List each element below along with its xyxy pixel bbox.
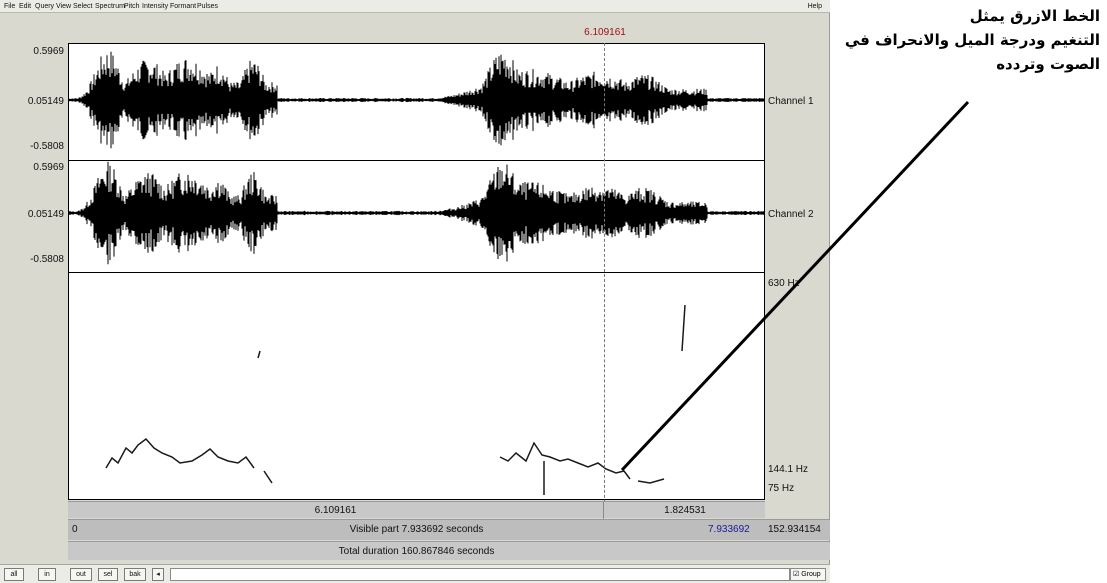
channel-2-waveform bbox=[68, 161, 765, 265]
sound-editor-window: File Edit Query View Select Spectrum Pit… bbox=[0, 0, 830, 583]
menu-bar: File Edit Query View Select Spectrum Pit… bbox=[0, 0, 830, 13]
visible-total-end: 152.934154 bbox=[768, 524, 821, 535]
pitch-mid-label: 144.1 Hz bbox=[768, 464, 809, 475]
channel-1-waveform bbox=[68, 51, 765, 149]
visible-end: 7.933692 bbox=[708, 524, 750, 535]
annotation-panel: الخط الازرق يمثل التنغيم ودرجة الميل وال… bbox=[830, 0, 1107, 583]
annotation-text: الخط الازرق يمثل التنغيم ودرجة الميل وال… bbox=[836, 4, 1100, 76]
channel-1-max-label: 0.5969 bbox=[33, 46, 64, 57]
time-after-cursor[interactable]: 1.824531 bbox=[664, 505, 706, 516]
cursor-time-label: 6.109161 bbox=[584, 27, 626, 38]
channel-2-zero-label: 0.05149 bbox=[27, 209, 64, 220]
pitch-separator bbox=[68, 272, 765, 273]
pitch-segment bbox=[681, 304, 686, 352]
channel-1-zero-label: 0.05149 bbox=[27, 96, 64, 107]
scroll-left-icon[interactable]: ◂ bbox=[152, 568, 164, 581]
selection-time-bar[interactable]: 6.109161 1.824531 bbox=[68, 501, 765, 519]
time-before-cursor[interactable]: 6.109161 bbox=[68, 502, 604, 519]
pitch-segment bbox=[263, 470, 273, 484]
menu-view[interactable]: View bbox=[56, 3, 72, 10]
menu-select[interactable]: Select bbox=[73, 3, 93, 10]
channel-2-name: Channel 2 bbox=[768, 209, 814, 220]
menu-intensity[interactable]: Intensity bbox=[142, 3, 169, 10]
pitch-segment bbox=[257, 350, 261, 359]
total-duration-bar[interactable]: Total duration 160.867846 seconds bbox=[68, 541, 830, 560]
menu-spectrum[interactable]: Spectrum bbox=[95, 3, 125, 10]
menu-pitch[interactable]: Pitch bbox=[124, 3, 140, 10]
waveform-and-pitch-plot bbox=[68, 51, 765, 495]
menu-edit[interactable]: Edit bbox=[19, 3, 32, 10]
pitch-top-label: 630 Hz bbox=[768, 278, 800, 289]
zoom-back-button[interactable]: bak bbox=[124, 568, 146, 581]
pitch-segment bbox=[499, 441, 631, 480]
menu-formant[interactable]: Formant bbox=[170, 3, 197, 10]
waveform-trace bbox=[68, 51, 765, 149]
zoom-selection-button[interactable]: sel bbox=[98, 568, 118, 581]
channel-separator bbox=[68, 160, 765, 161]
pitch-segment bbox=[105, 437, 255, 469]
group-label: Group bbox=[801, 571, 821, 578]
visible-start: 0 bbox=[72, 524, 78, 535]
pitch-bottom-label: 75 Hz bbox=[768, 483, 795, 494]
channel-1-name: Channel 1 bbox=[768, 96, 814, 107]
total-duration-label: Total duration 160.867846 seconds bbox=[338, 546, 495, 557]
channel-2-min-label: -0.5808 bbox=[30, 254, 64, 265]
horizontal-scrollbar[interactable] bbox=[170, 568, 790, 581]
time-cursor-line bbox=[604, 43, 605, 518]
zoom-out-button[interactable]: out bbox=[70, 568, 92, 581]
annotation-line-3: الصوت وتردده bbox=[996, 55, 1100, 73]
pitch-segment bbox=[637, 478, 665, 484]
annotation-line-2: التنغيم ودرجة الميل والانحراف في bbox=[844, 31, 1100, 49]
channel-1-min-label: -0.5808 bbox=[30, 141, 64, 152]
pitch-contour bbox=[105, 304, 686, 495]
annotation-line-1: الخط الازرق يمثل bbox=[969, 7, 1100, 25]
menu-file[interactable]: File bbox=[4, 3, 16, 10]
zoom-in-button[interactable]: in bbox=[38, 568, 56, 581]
visible-part-label: Visible part 7.933692 seconds bbox=[349, 524, 484, 535]
zoom-toolbar: all in out sel bak ◂ ▸ ☑ Group bbox=[0, 564, 830, 583]
visible-part-bar[interactable]: 0 Visible part 7.933692 seconds 7.933692… bbox=[68, 519, 830, 540]
menu-query[interactable]: Query bbox=[35, 3, 55, 10]
waveform-trace bbox=[68, 161, 765, 265]
zoom-all-button[interactable]: all bbox=[4, 568, 24, 581]
group-checkbox[interactable]: ☑ Group bbox=[790, 568, 826, 581]
channel-2-max-label: 0.5969 bbox=[33, 162, 64, 173]
menu-help[interactable]: Help bbox=[807, 3, 822, 10]
checkbox-icon: ☑ bbox=[793, 571, 800, 578]
menu-pulses[interactable]: Pulses bbox=[197, 3, 219, 10]
